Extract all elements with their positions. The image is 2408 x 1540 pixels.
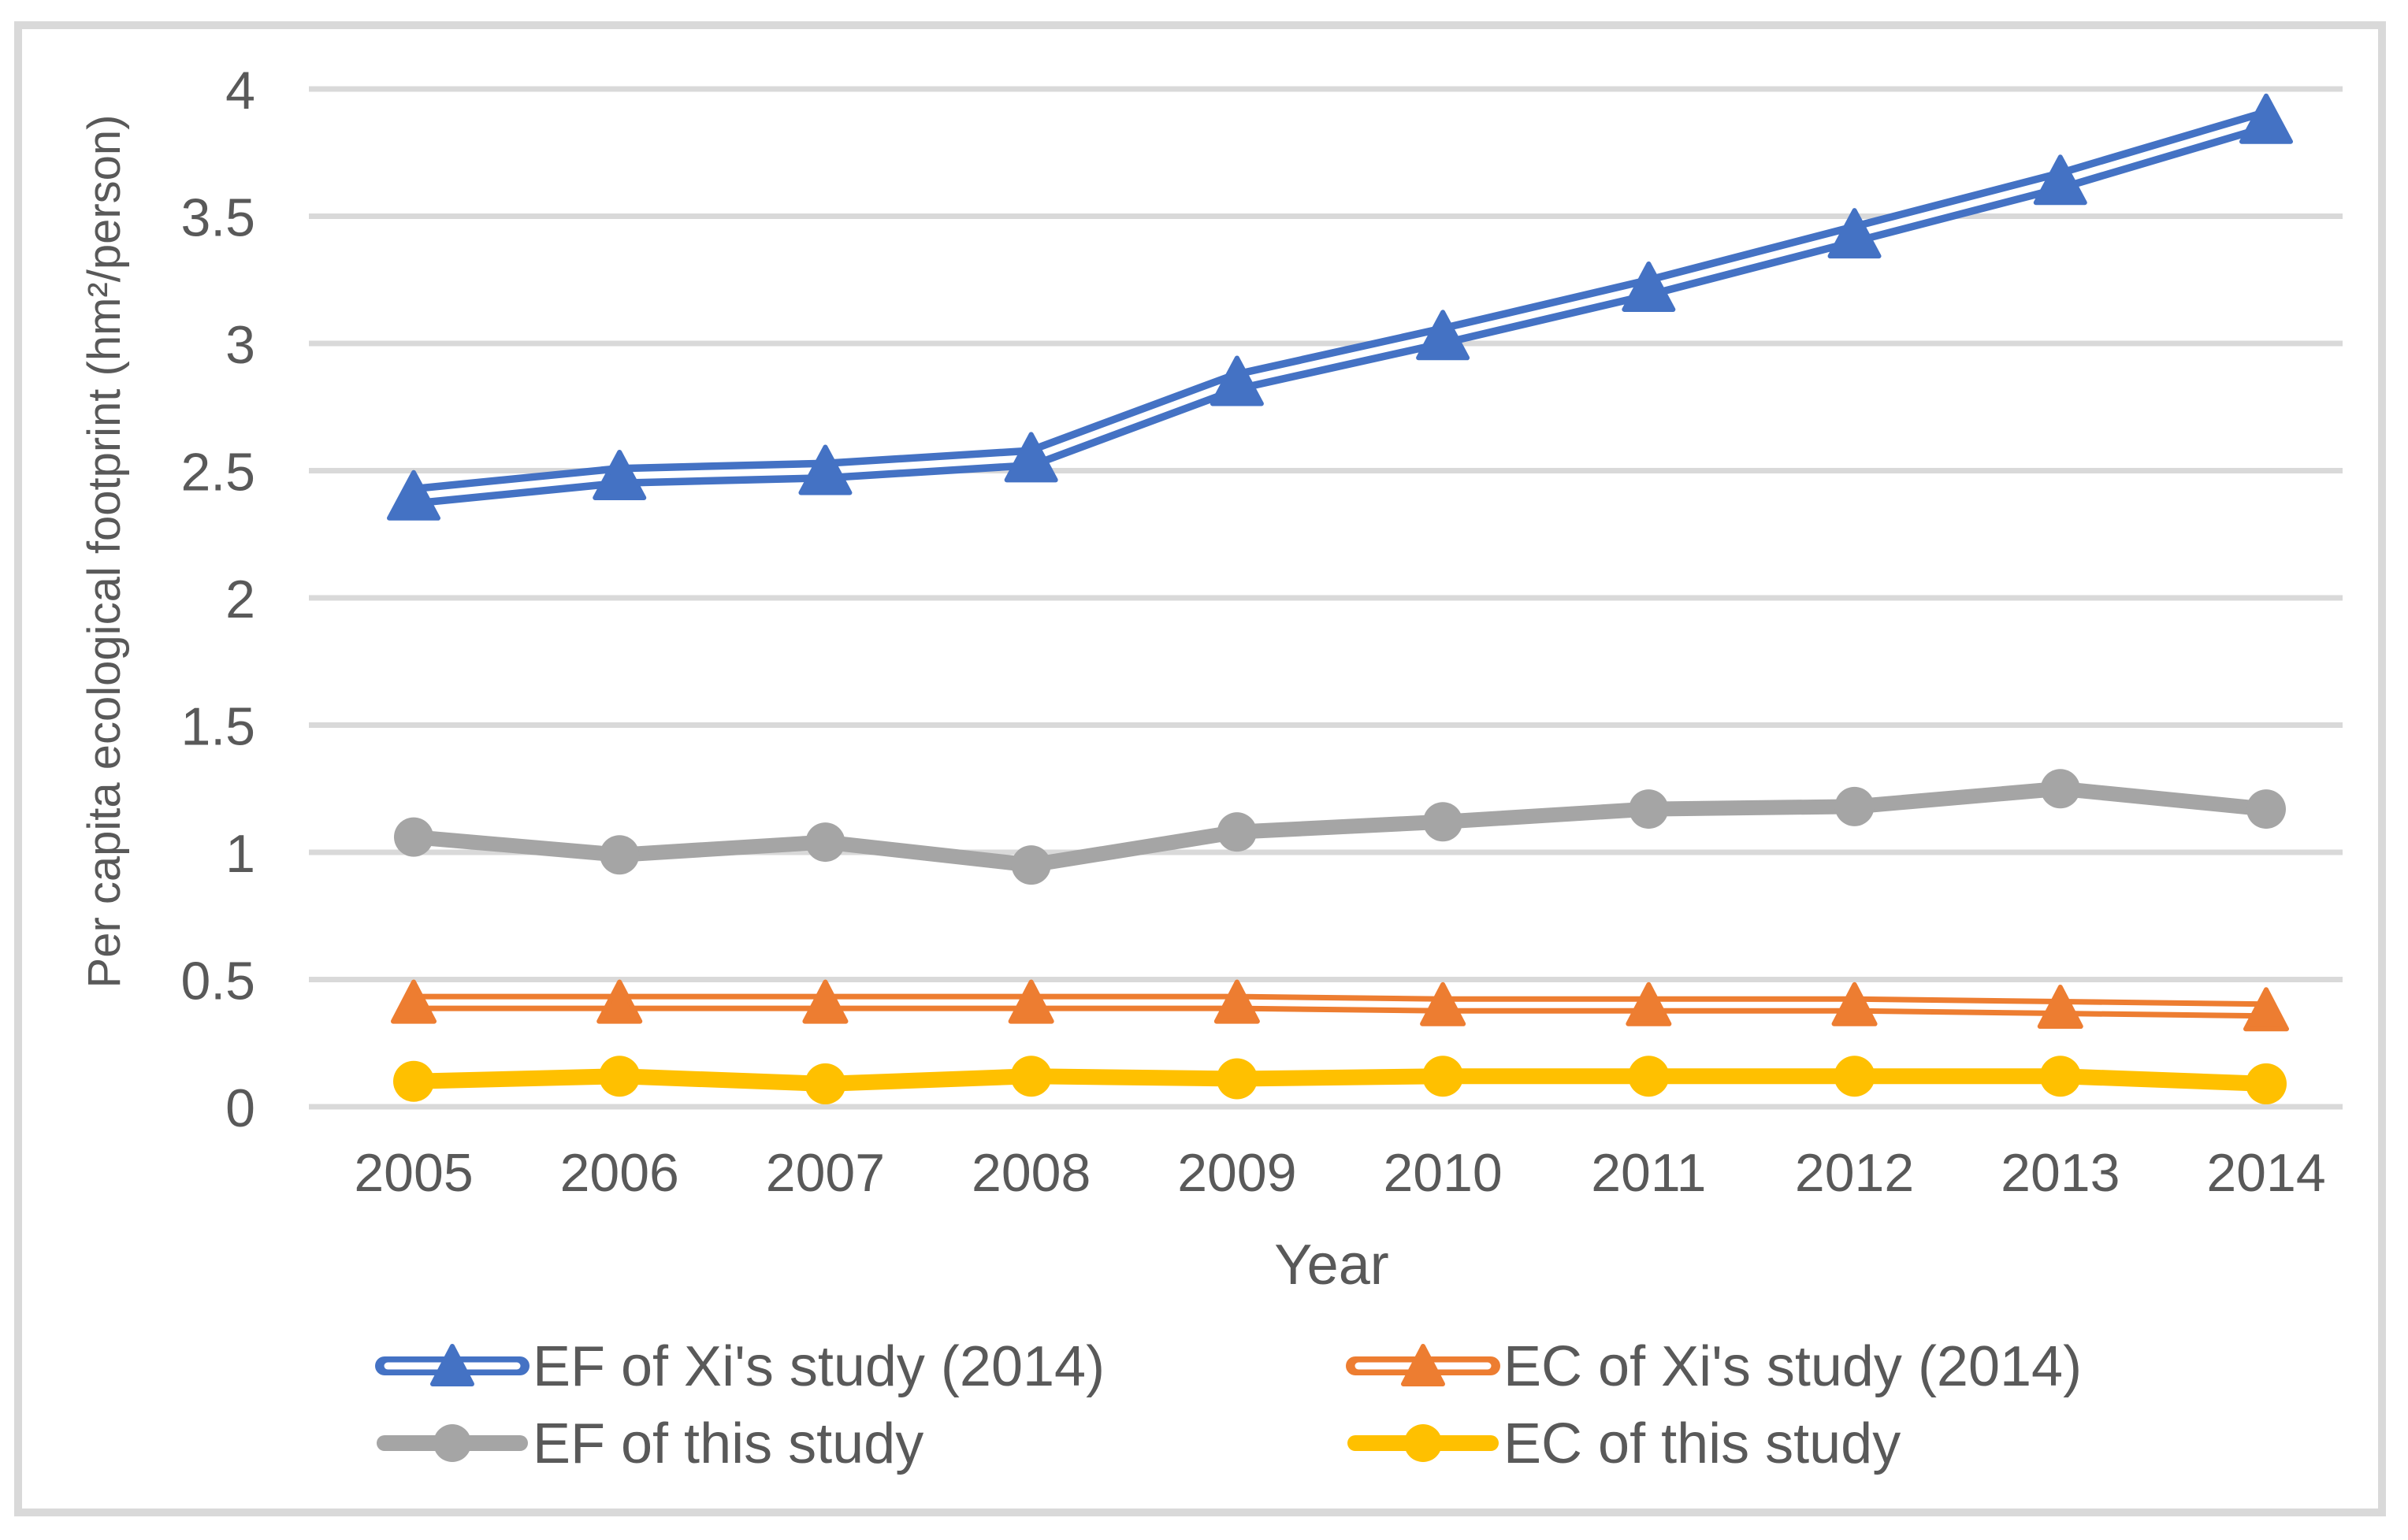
triangle-marker [1416, 310, 1470, 361]
y-tick-label: 0 [225, 1078, 255, 1138]
x-tick-label: 2005 [354, 1143, 473, 1203]
series-line [406, 781, 2274, 873]
legend-label: EF of this study [533, 1412, 923, 1475]
circle-marker [1217, 812, 1257, 852]
triangle-marker [2243, 987, 2289, 1032]
triangle-marker [1622, 261, 1676, 312]
triangle-marker [1831, 982, 1878, 1026]
triangle-marker [1004, 432, 1058, 483]
y-tick-label: 1.5 [180, 697, 255, 757]
x-tick-label: 2008 [972, 1143, 1091, 1203]
y-tick-label: 0.5 [180, 952, 255, 1011]
legend-item: EF of Xi's study (2014) [375, 1335, 1105, 1398]
legend-item: EC of Xi's study (2014) [1346, 1335, 2082, 1398]
x-tick-label: 2009 [1177, 1143, 1296, 1203]
circle-marker [1834, 1056, 1875, 1097]
triangle-marker [1827, 208, 1882, 259]
circle-marker [1404, 1424, 1442, 1462]
circle-marker [1422, 1056, 1464, 1097]
series-line [406, 1068, 2274, 1092]
triangle-marker [430, 1344, 474, 1386]
triangle-marker [2037, 985, 2083, 1030]
series-ef-of-xi-s-study-2014- [387, 93, 2293, 521]
triangle-marker [1210, 355, 1264, 406]
x-tick-label: 2006 [560, 1143, 679, 1203]
x-axis-tick-labels: 2005 2006 2007 2008 2009 2010 2011 2012 2013 2014 [354, 1143, 2325, 1203]
legend: EF of Xi's study (2014) EC of Xi's study … [375, 1335, 2082, 1475]
circle-marker [1011, 845, 1051, 885]
triangle-marker [1420, 982, 1466, 1026]
series-ec-of-xi-s-study-2014- [391, 979, 2289, 1032]
circle-marker [1010, 1056, 1052, 1097]
circle-marker [805, 822, 845, 863]
x-tick-label: 2012 [1795, 1143, 1914, 1203]
y-axis-tick-labels: 0 0.5 1 1.5 2 2.5 3 3.5 4 [180, 61, 255, 1138]
series-line-slot [413, 116, 2268, 500]
triangle-marker [798, 444, 853, 495]
triangle-marker [1008, 979, 1054, 1024]
triangle-marker [593, 449, 647, 500]
circle-marker [1834, 786, 1875, 826]
x-tick-label: 2007 [766, 1143, 885, 1203]
circle-marker [433, 1424, 471, 1462]
circle-marker [1628, 1056, 1670, 1097]
legend-label: EC of this study [1503, 1412, 1901, 1475]
series-ec-of-this-study [393, 1056, 2287, 1104]
triangle-marker [2033, 154, 2087, 206]
series-ef-of-this-study [394, 769, 2286, 885]
series-line-outer [412, 109, 2269, 507]
triangle-marker [1213, 979, 1260, 1024]
legend-item: EF of this study [377, 1412, 923, 1475]
triangle-marker [802, 979, 849, 1024]
y-tick-label: 2.5 [180, 443, 255, 503]
circle-marker [394, 817, 433, 857]
circle-marker [2246, 1063, 2287, 1104]
x-tick-label: 2013 [2001, 1143, 2120, 1203]
y-tick-label: 3.5 [180, 188, 255, 248]
triangle-marker [387, 469, 440, 521]
y-tick-label: 4 [225, 61, 255, 121]
chart-border [14, 21, 2386, 1516]
x-tick-label: 2014 [2206, 1143, 2325, 1203]
y-axis-title: Per capita ecological footprint (hm²/per… [79, 115, 130, 989]
circle-marker [599, 1056, 641, 1097]
legend-item: EC of this study [1347, 1412, 1901, 1475]
legend-label: EC of Xi's study (2014) [1503, 1335, 2082, 1398]
circle-marker [393, 1060, 434, 1102]
circle-marker [2040, 769, 2080, 809]
triangle-marker [1401, 1344, 1445, 1386]
circle-marker [2039, 1056, 2081, 1097]
triangle-marker [596, 979, 643, 1024]
circle-marker [1629, 789, 1669, 829]
x-axis-title: Year [1274, 1234, 1388, 1297]
triangle-marker [1626, 982, 1672, 1026]
legend-label: EF of Xi's study (2014) [533, 1335, 1105, 1398]
x-tick-label: 2010 [1383, 1143, 1502, 1203]
circle-marker [805, 1063, 846, 1104]
circle-marker [1216, 1058, 1258, 1100]
y-tick-label: 1 [225, 824, 255, 884]
series-line-slot [414, 999, 2267, 1014]
triangle-marker [2239, 93, 2293, 144]
triangle-marker [391, 979, 437, 1024]
circle-marker [1423, 802, 1463, 842]
y-tick-label: 3 [225, 315, 255, 375]
x-tick-label: 2011 [1591, 1143, 1706, 1203]
gridlines [309, 86, 2343, 1110]
y-tick-label: 2 [225, 570, 255, 629]
circle-marker [600, 835, 640, 875]
series-layer [387, 93, 2293, 1104]
circle-marker [2246, 789, 2286, 829]
